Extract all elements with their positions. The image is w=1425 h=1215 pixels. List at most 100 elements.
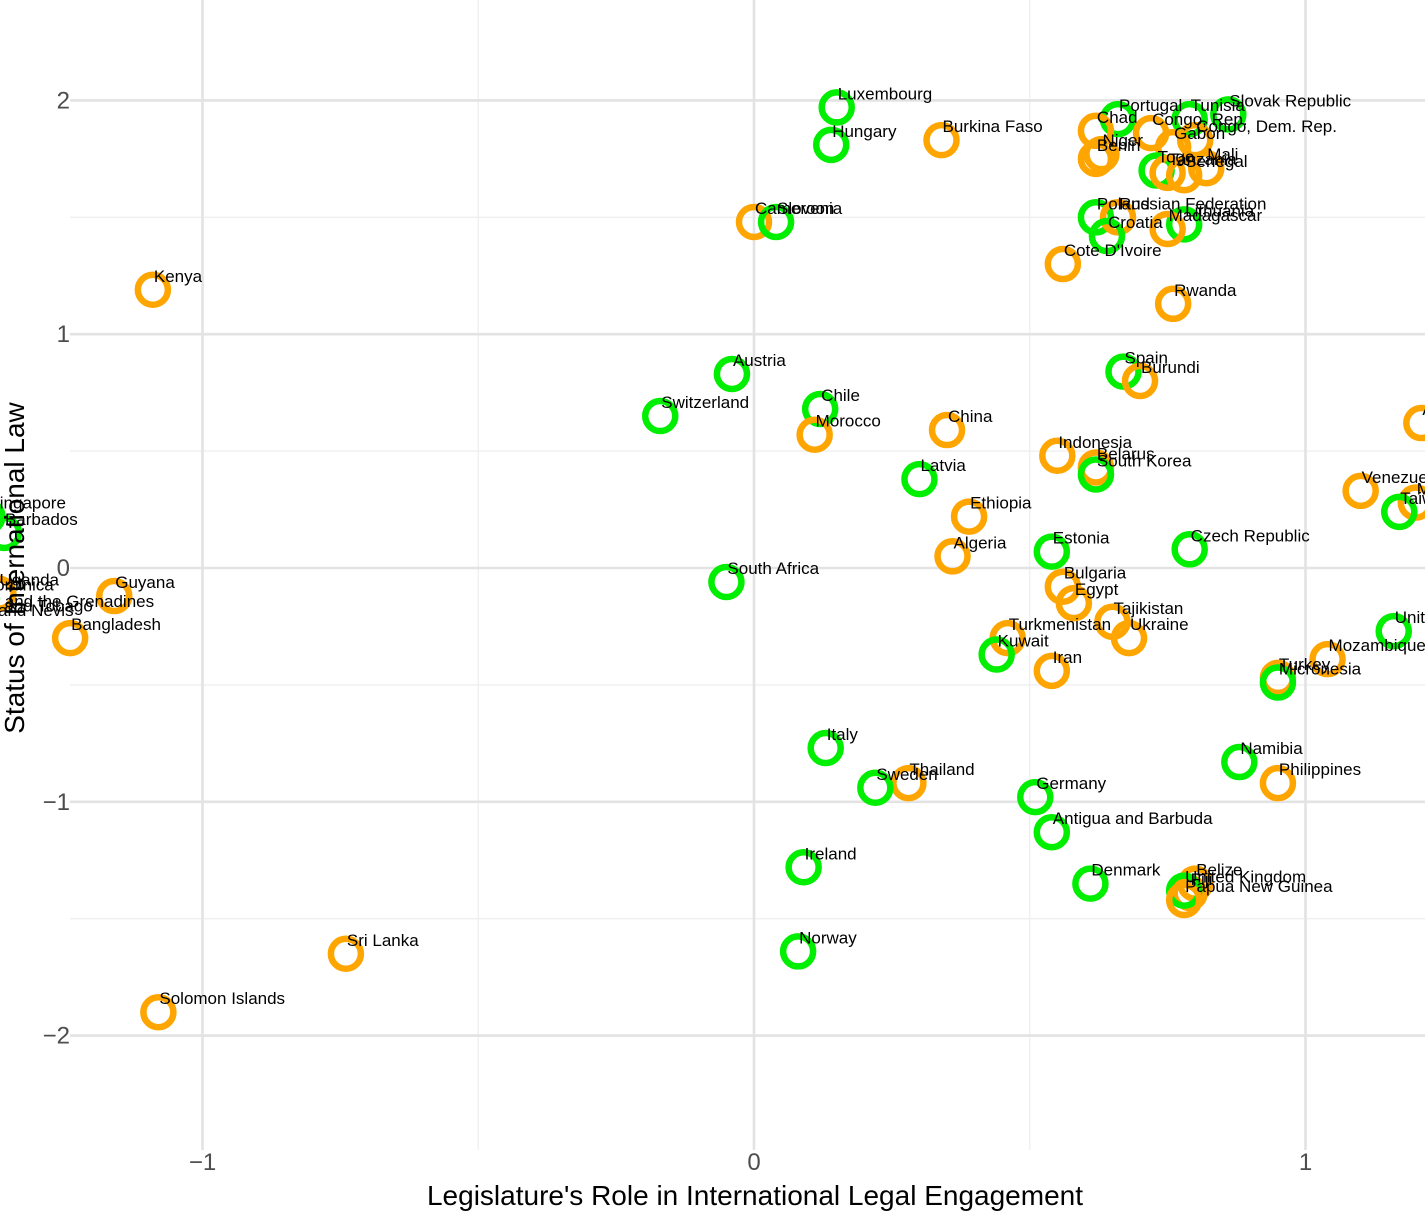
point-label: Algeria xyxy=(954,533,1007,552)
point-label: Benin xyxy=(1097,136,1140,155)
data-point xyxy=(51,619,89,657)
point-label: United States xyxy=(1395,608,1425,627)
point-label: Senegal xyxy=(1185,152,1247,171)
point-label: Norway xyxy=(799,928,857,947)
point-label: Burkina Faso xyxy=(943,117,1043,136)
point-label: Bangladesh xyxy=(71,615,161,634)
point-label: Guyana xyxy=(115,573,175,592)
point-label: South Africa xyxy=(727,559,819,578)
point-label: Trinidad and Tobago xyxy=(0,596,93,615)
point-label: Kuwait xyxy=(998,632,1049,651)
data-point xyxy=(134,271,172,309)
data-point xyxy=(0,575,17,612)
point-label: Italy xyxy=(827,725,859,744)
data-point xyxy=(812,126,850,164)
data-point xyxy=(796,416,833,453)
point-label: Singapore xyxy=(0,494,66,513)
point-label: Tunisia xyxy=(1191,96,1246,115)
data-point xyxy=(1088,217,1126,255)
point-label: Niger xyxy=(1102,131,1143,150)
data-point xyxy=(735,203,773,241)
point-label: Congo, Dem. Rep. xyxy=(1196,117,1337,136)
data-point xyxy=(1165,206,1203,243)
point-label: Saint Kitts and Nevis xyxy=(0,601,74,620)
point-label: Taiwan xyxy=(1400,489,1425,508)
point-label: Hungary xyxy=(832,122,897,141)
point-label: Ireland xyxy=(805,844,857,863)
point-label: Iran xyxy=(1053,648,1082,667)
data-point xyxy=(807,729,844,767)
data-point xyxy=(1033,813,1071,851)
point-label: Czech Republic xyxy=(1191,526,1311,545)
x-axis-title: Legislature's Role in International Lega… xyxy=(427,1180,1083,1211)
data-point xyxy=(1210,96,1247,133)
point-label: Togo xyxy=(1158,148,1195,167)
point-label: Estonia xyxy=(1053,529,1110,548)
data-point xyxy=(818,89,855,126)
y-tick-label: 1 xyxy=(57,321,70,348)
data-point xyxy=(1165,156,1203,194)
point-label: Switzerland xyxy=(661,393,749,412)
point-label: Poland xyxy=(1097,194,1150,213)
point-label: Kenya xyxy=(154,267,203,286)
data-point xyxy=(1403,404,1425,442)
point-labels: MontenegroBelgiumLuxembourgSlovak Republ… xyxy=(0,84,1425,1008)
point-label: Micronesia xyxy=(1279,660,1362,679)
point-label: Gabon xyxy=(1174,124,1225,143)
point-label: Slovenia xyxy=(777,199,843,218)
point-label: United Kingdom xyxy=(1185,868,1306,887)
data-point xyxy=(1072,865,1109,902)
point-label: Venezuela xyxy=(1362,468,1425,487)
data-point xyxy=(1077,199,1115,236)
data-point xyxy=(757,203,795,241)
data-point xyxy=(1171,100,1208,138)
data-point xyxy=(928,411,966,449)
point-label: Chad xyxy=(1097,108,1138,127)
point-label: Solomon Islands xyxy=(159,989,285,1008)
data-point xyxy=(1342,472,1379,510)
point-label: Madagascar xyxy=(1169,206,1263,225)
data-point xyxy=(327,935,365,973)
point-label: Philippines xyxy=(1279,760,1361,779)
point-label: Mozambique xyxy=(1329,636,1425,655)
point-label: Croatia xyxy=(1108,213,1163,232)
y-tick-label: 0 xyxy=(57,555,70,582)
data-point xyxy=(1083,135,1120,173)
grid xyxy=(70,0,1425,1150)
point-label: Ukraine xyxy=(1130,615,1189,634)
point-label: China xyxy=(948,407,993,426)
data-point xyxy=(1017,778,1054,816)
point-label: Mali xyxy=(1207,145,1238,164)
point-label: Argentina xyxy=(1422,400,1425,419)
data-point xyxy=(1171,531,1208,568)
point-label: Thailand xyxy=(909,760,974,779)
point-label: Austria xyxy=(733,351,786,370)
data-point xyxy=(1033,652,1071,690)
data-point xyxy=(1044,245,1082,283)
point-label: Ethiopia xyxy=(970,494,1032,513)
data-point xyxy=(0,514,23,552)
point-label: Tajikistan xyxy=(1113,599,1183,618)
point-label: Cameroon xyxy=(755,199,834,218)
point-label: Germany xyxy=(1036,774,1106,793)
point-label: South Korea xyxy=(1097,451,1192,470)
point-label: Congo, Rep. xyxy=(1152,110,1247,129)
data-point xyxy=(890,764,927,802)
point-label: Antigua and Barbuda xyxy=(1053,809,1213,828)
point-label: Spain xyxy=(1125,349,1168,368)
data-point xyxy=(641,397,679,435)
point-label: Burundi xyxy=(1141,358,1200,377)
x-tick-label: −1 xyxy=(189,1149,216,1176)
data-point xyxy=(713,355,751,393)
point-label: Cote D'Ivoire xyxy=(1064,241,1162,260)
data-point xyxy=(779,933,817,970)
point-label: Tanzania xyxy=(1169,150,1238,169)
data-point xyxy=(1033,533,1071,570)
data-point xyxy=(1077,456,1115,493)
data-point xyxy=(934,538,971,575)
point-label: Belarus xyxy=(1097,444,1155,463)
point-label: Denmark xyxy=(1091,861,1160,880)
data-point xyxy=(1154,285,1192,323)
point-label: Sri Lanka xyxy=(347,931,419,950)
data-point xyxy=(901,460,938,498)
